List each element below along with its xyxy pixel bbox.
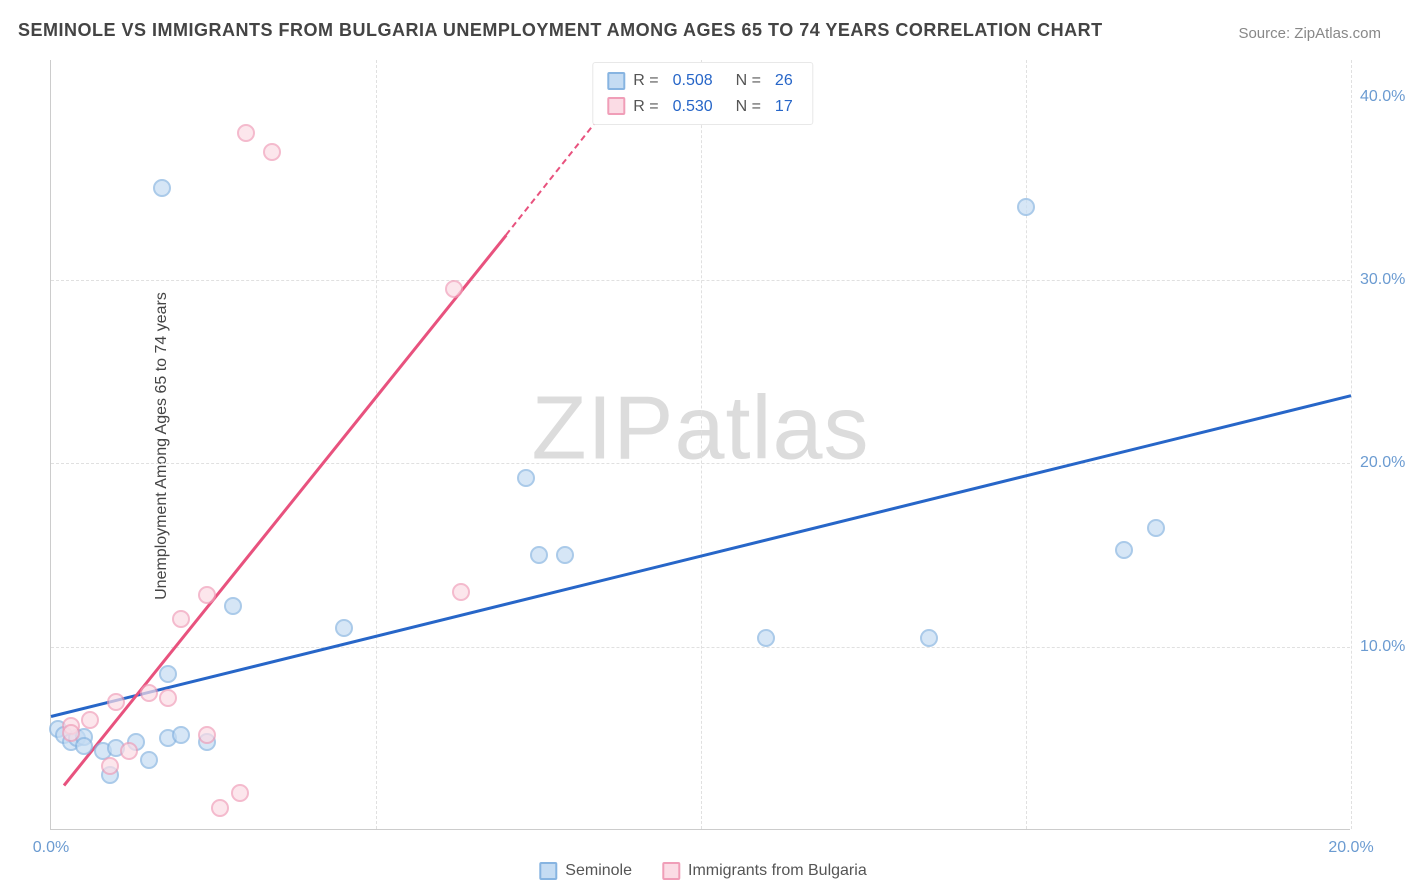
data-point[interactable] [62, 724, 80, 742]
r-label: R = [633, 94, 658, 120]
trendline [63, 235, 507, 787]
gridline [1351, 60, 1352, 829]
gridline [1026, 60, 1027, 829]
square-icon [607, 97, 625, 115]
data-point[interactable] [452, 583, 470, 601]
y-tick-label: 10.0% [1360, 638, 1406, 656]
r-value: 0.530 [673, 94, 713, 120]
data-point[interactable] [1147, 519, 1165, 537]
data-point[interactable] [1115, 541, 1133, 559]
gridline [701, 60, 702, 829]
legend-label: Seminole [565, 862, 632, 880]
data-point[interactable] [224, 597, 242, 615]
y-tick-label: 20.0% [1360, 454, 1406, 472]
data-point[interactable] [530, 546, 548, 564]
legend-item-seminole[interactable]: Seminole [539, 862, 632, 880]
square-icon [662, 862, 680, 880]
chart-container: SEMINOLE VS IMMIGRANTS FROM BULGARIA UNE… [0, 0, 1406, 892]
n-value: 26 [775, 68, 793, 94]
gridline [51, 463, 1350, 464]
n-label: N = [727, 94, 761, 120]
data-point[interactable] [198, 726, 216, 744]
stats-row-seminole: R = 0.508 N = 26 [607, 68, 798, 94]
gridline [51, 647, 1350, 648]
data-point[interactable] [1017, 198, 1035, 216]
data-point[interactable] [757, 629, 775, 647]
y-tick-label: 30.0% [1360, 271, 1406, 289]
data-point[interactable] [517, 469, 535, 487]
chart-title: SEMINOLE VS IMMIGRANTS FROM BULGARIA UNE… [18, 20, 1103, 41]
r-value: 0.508 [673, 68, 713, 94]
data-point[interactable] [107, 693, 125, 711]
data-point[interactable] [120, 742, 138, 760]
r-label: R = [633, 68, 658, 94]
data-point[interactable] [556, 546, 574, 564]
x-tick-label: 20.0% [1328, 839, 1373, 857]
series-legend: Seminole Immigrants from Bulgaria [539, 862, 866, 880]
square-icon [607, 72, 625, 90]
data-point[interactable] [211, 799, 229, 817]
data-point[interactable] [198, 586, 216, 604]
trendline [505, 112, 604, 236]
data-point[interactable] [140, 684, 158, 702]
data-point[interactable] [153, 179, 171, 197]
data-point[interactable] [81, 711, 99, 729]
data-point[interactable] [231, 784, 249, 802]
gridline [376, 60, 377, 829]
data-point[interactable] [237, 124, 255, 142]
n-label: N = [727, 68, 761, 94]
n-value: 17 [775, 94, 793, 120]
data-point[interactable] [172, 726, 190, 744]
plot-area: ZIPatlas 10.0%20.0%30.0%40.0%0.0%20.0% [50, 60, 1350, 830]
source-link[interactable]: Source: ZipAtlas.com [1238, 25, 1381, 42]
stats-row-bulgaria: R = 0.530 N = 17 [607, 94, 798, 120]
data-point[interactable] [75, 737, 93, 755]
gridline [51, 280, 1350, 281]
data-point[interactable] [101, 757, 119, 775]
legend-item-bulgaria[interactable]: Immigrants from Bulgaria [662, 862, 867, 880]
data-point[interactable] [335, 619, 353, 637]
x-tick-label: 0.0% [33, 839, 69, 857]
data-point[interactable] [445, 280, 463, 298]
data-point[interactable] [159, 665, 177, 683]
y-tick-label: 40.0% [1360, 88, 1406, 106]
data-point[interactable] [140, 751, 158, 769]
legend-label: Immigrants from Bulgaria [688, 862, 867, 880]
stats-legend: R = 0.508 N = 26 R = 0.530 N = 17 [592, 62, 813, 125]
square-icon [539, 862, 557, 880]
data-point[interactable] [920, 629, 938, 647]
data-point[interactable] [263, 143, 281, 161]
data-point[interactable] [159, 689, 177, 707]
data-point[interactable] [172, 610, 190, 628]
